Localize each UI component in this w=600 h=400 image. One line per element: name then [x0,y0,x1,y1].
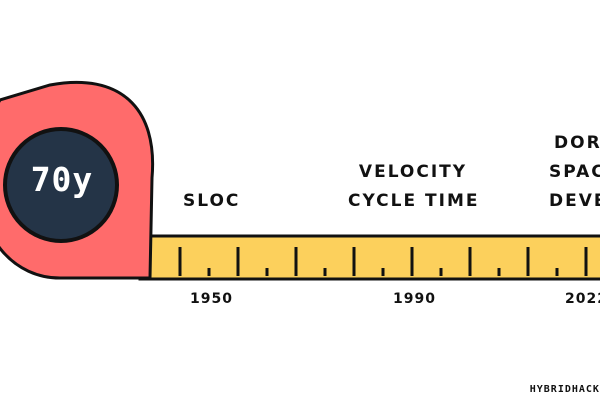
tape-ticks [178,247,588,276]
duration-badge [3,127,119,243]
metric-velocity: VELOCITY [358,162,468,182]
year-1950: 1950 [190,291,233,307]
duration-label: 70y [30,160,94,199]
metric-sloc: SLOC [183,191,241,211]
metric-cycle-time: CYCLE TIME [348,191,480,211]
brand-watermark: HYBRIDHACKER [529,384,600,395]
year-2022: 2022 [565,291,600,307]
metric-dora: DORA [554,133,600,153]
metric-devex: DEVEX [549,191,600,211]
metric-space: SPACE [549,162,600,182]
year-1990: 1990 [393,291,436,307]
